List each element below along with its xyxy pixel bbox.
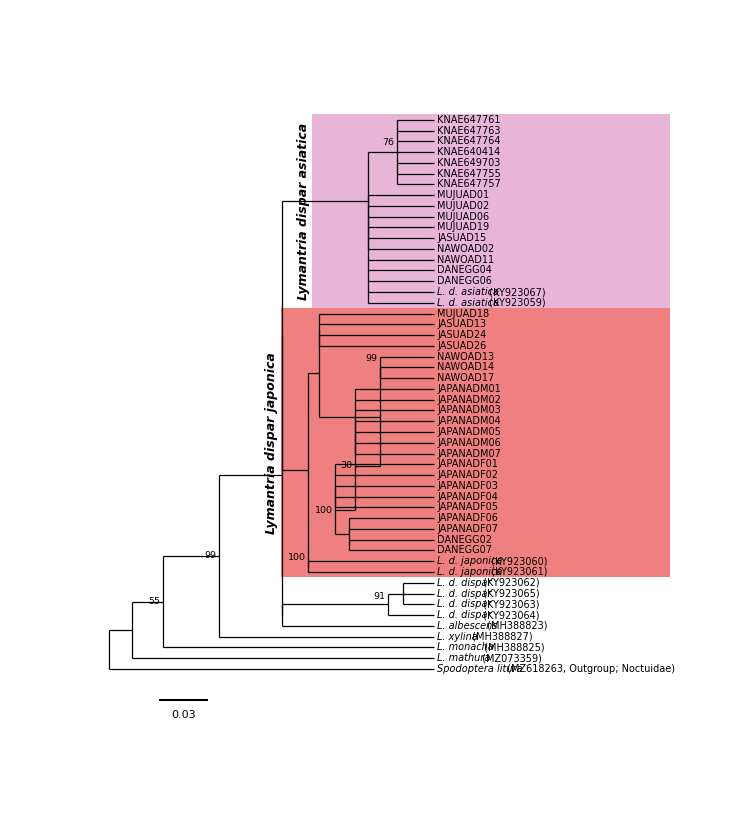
Text: DANEGG02: DANEGG02 — [437, 535, 493, 544]
Text: NAWOAD17: NAWOAD17 — [437, 373, 495, 383]
Text: JAPANADF07: JAPANADF07 — [437, 524, 498, 534]
Text: 76: 76 — [382, 139, 394, 148]
Text: (KY923063): (KY923063) — [480, 599, 539, 610]
Text: KNAE647755: KNAE647755 — [437, 169, 501, 178]
Text: L. d. dispar: L. d. dispar — [437, 588, 492, 598]
Text: L. d. dispar: L. d. dispar — [437, 610, 492, 620]
Text: NAWOAD14: NAWOAD14 — [437, 363, 495, 372]
Bar — [312, 114, 670, 308]
Text: L. d. dispar: L. d. dispar — [437, 599, 492, 610]
Text: MUJUAD02: MUJUAD02 — [437, 201, 490, 211]
Text: 91: 91 — [373, 592, 385, 601]
Text: L. mathura: L. mathura — [437, 653, 491, 663]
Text: (KY923065): (KY923065) — [480, 588, 539, 598]
Text: KNAE647763: KNAE647763 — [437, 126, 501, 135]
Text: JAPANADM05: JAPANADM05 — [437, 427, 501, 437]
Text: MUJUAD06: MUJUAD06 — [437, 212, 490, 222]
Text: JASUAD13: JASUAD13 — [437, 319, 487, 329]
Text: JAPANADF06: JAPANADF06 — [437, 513, 498, 523]
Text: JAPANADF05: JAPANADF05 — [437, 502, 498, 513]
Text: KNAE640414: KNAE640414 — [437, 147, 501, 157]
Text: NAWOAD13: NAWOAD13 — [437, 351, 495, 362]
Text: L. d. dispar: L. d. dispar — [437, 578, 492, 588]
Text: 99: 99 — [365, 354, 377, 363]
Text: DANEGG07: DANEGG07 — [437, 545, 493, 556]
Text: (MZ618263, Outgroup; Noctuidae): (MZ618263, Outgroup; Noctuidae) — [504, 664, 675, 674]
Text: L. albescens: L. albescens — [437, 621, 498, 631]
Text: KNAE647764: KNAE647764 — [437, 136, 501, 147]
Text: (KY923059): (KY923059) — [486, 297, 545, 308]
Text: JAPANADM02: JAPANADM02 — [437, 394, 501, 405]
Text: NAWOAD02: NAWOAD02 — [437, 244, 495, 254]
Text: JASUAD15: JASUAD15 — [437, 233, 487, 243]
Text: JAPANADM01: JAPANADM01 — [437, 384, 501, 394]
Text: JAPANADF01: JAPANADF01 — [437, 460, 498, 469]
Text: MUJUAD01: MUJUAD01 — [437, 190, 490, 200]
Text: (KY923067): (KY923067) — [486, 287, 545, 297]
Text: JAPANADM07: JAPANADM07 — [437, 448, 501, 459]
Text: DANEGG06: DANEGG06 — [437, 276, 493, 286]
Text: JAPANADM06: JAPANADM06 — [437, 438, 501, 447]
Text: JAPANADM04: JAPANADM04 — [437, 416, 501, 426]
Text: MUJUAD19: MUJUAD19 — [437, 222, 490, 232]
Text: MUJUAD18: MUJUAD18 — [437, 309, 490, 319]
Text: L. d. japonica: L. d. japonica — [437, 556, 503, 566]
Text: KNAE649703: KNAE649703 — [437, 158, 501, 168]
Text: (MZ073359): (MZ073359) — [478, 653, 542, 663]
Text: 100: 100 — [315, 505, 333, 514]
Text: DANEGG04: DANEGG04 — [437, 266, 493, 275]
Text: (KY923062): (KY923062) — [480, 578, 539, 588]
Text: JASUAD24: JASUAD24 — [437, 330, 487, 340]
Text: KNAE647757: KNAE647757 — [437, 179, 501, 189]
Text: L. d. japonica: L. d. japonica — [437, 567, 503, 577]
Text: JAPANADM03: JAPANADM03 — [437, 406, 501, 416]
Text: JAPANADF04: JAPANADF04 — [437, 491, 498, 501]
Bar — [281, 308, 670, 577]
Text: JASUAD26: JASUAD26 — [437, 341, 487, 351]
Text: 99: 99 — [205, 551, 217, 561]
Text: KNAE647761: KNAE647761 — [437, 115, 501, 125]
Text: Lymantria dispar japonica: Lymantria dispar japonica — [265, 352, 278, 534]
Text: (MH388827): (MH388827) — [469, 632, 533, 641]
Text: (MH388825): (MH388825) — [481, 642, 545, 652]
Text: 100: 100 — [288, 553, 306, 562]
Text: Lymantria dispar asiatica: Lymantria dispar asiatica — [298, 123, 310, 300]
Text: L. d. asiatica: L. d. asiatica — [437, 287, 499, 297]
Text: (KY923060): (KY923060) — [488, 556, 548, 566]
Text: L. monacha: L. monacha — [437, 642, 494, 652]
Text: (MH388823): (MH388823) — [484, 621, 548, 631]
Text: L. xylina: L. xylina — [437, 632, 478, 641]
Text: L. d. asiatica: L. d. asiatica — [437, 297, 499, 308]
Text: 55: 55 — [149, 597, 161, 606]
Text: JAPANADF03: JAPANADF03 — [437, 481, 498, 491]
Text: 0.03: 0.03 — [171, 711, 196, 720]
Text: JAPANADF02: JAPANADF02 — [437, 470, 498, 480]
Text: Spodoptera litura: Spodoptera litura — [437, 664, 523, 674]
Text: 30: 30 — [341, 461, 353, 470]
Text: NAWOAD11: NAWOAD11 — [437, 255, 495, 265]
Text: (KY923061): (KY923061) — [488, 567, 548, 577]
Text: (KY923064): (KY923064) — [480, 610, 539, 620]
